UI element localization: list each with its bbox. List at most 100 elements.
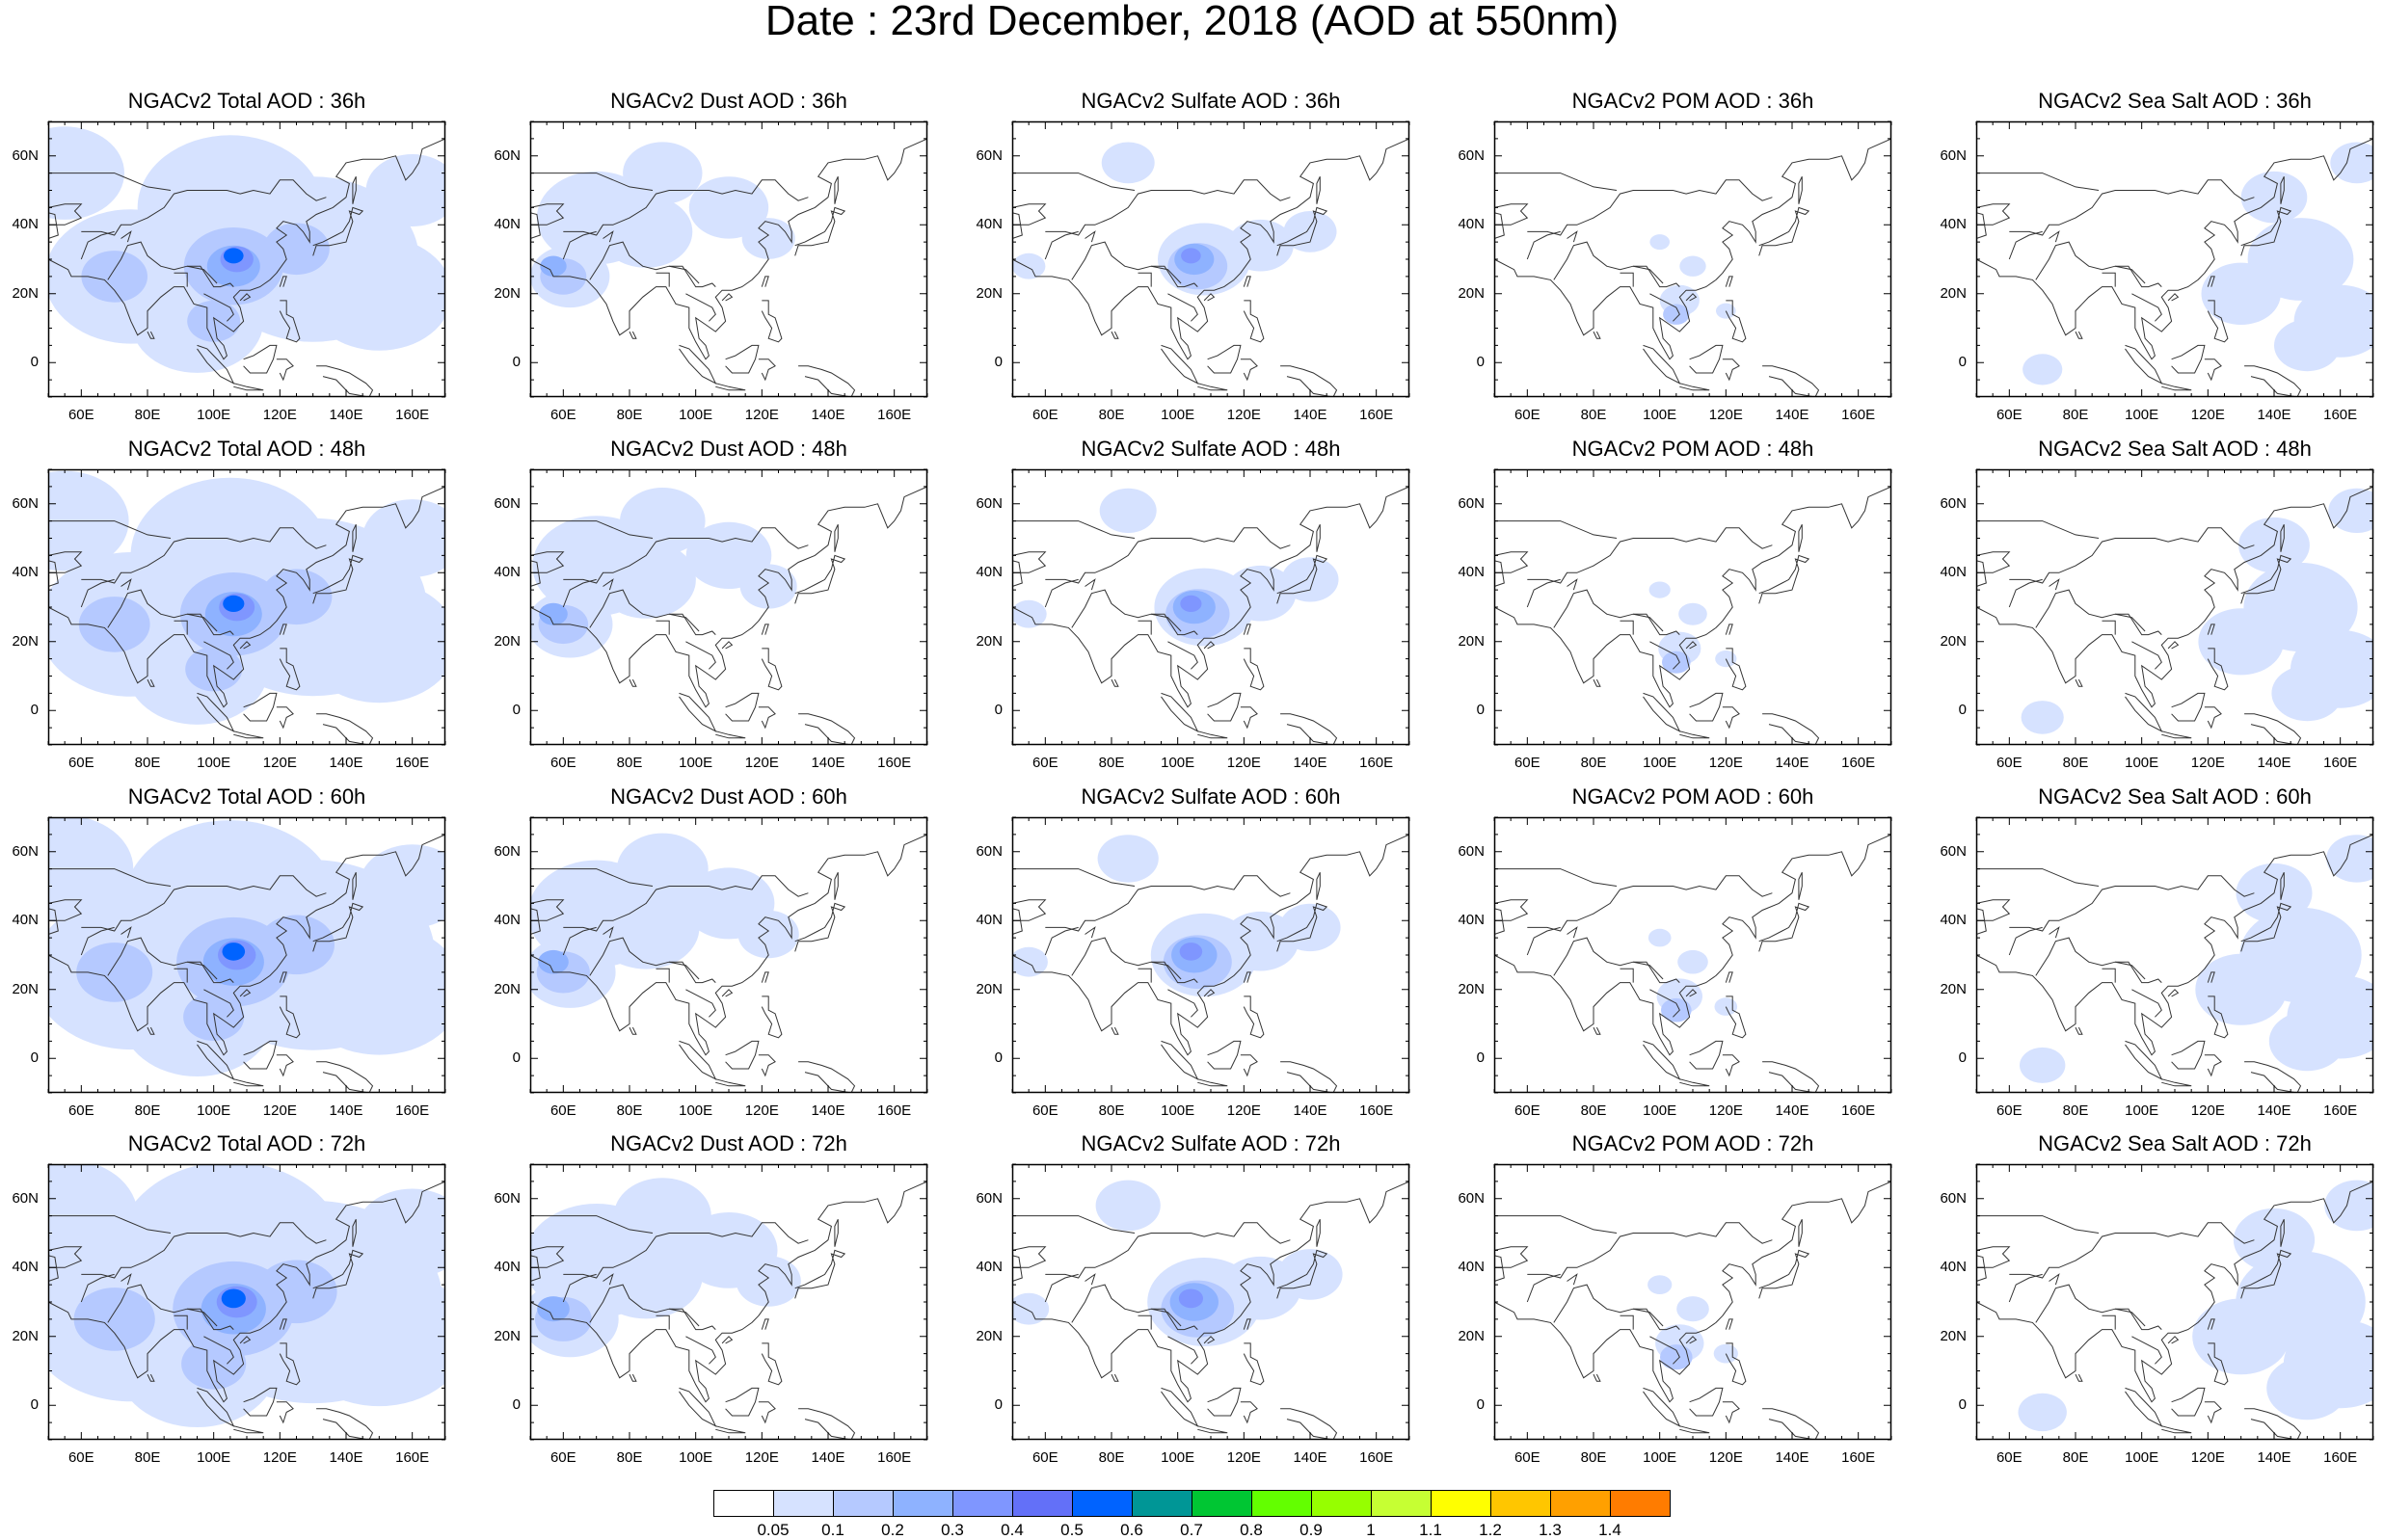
coastline: [1799, 1219, 1802, 1247]
coastline: [1567, 1274, 1577, 1285]
lon-tick-label: 80E: [1087, 407, 1136, 423]
coastline: [2036, 242, 2162, 287]
colorbar-label: 1.3: [1526, 1521, 1574, 1540]
coastline: [1799, 176, 1802, 204]
lon-tick-label: 160E: [2317, 1102, 2365, 1119]
lon-tick-label: 160E: [388, 1449, 437, 1466]
lon-tick-label: 140E: [322, 407, 370, 423]
coastline: [1723, 707, 1739, 728]
lon-tick-label: 100E: [2118, 407, 2166, 423]
coastline: [2244, 366, 2300, 397]
coastline: [726, 345, 759, 373]
map-canvas: [48, 817, 445, 1093]
coastline: [1723, 359, 1739, 380]
lat-tick-label: 20N: [0, 981, 39, 997]
coastline: [2009, 231, 2042, 259]
coastline: [2076, 1027, 2082, 1034]
coastline: [1244, 649, 1264, 690]
coastline: [1494, 487, 1891, 707]
lon-tick-label: 160E: [1835, 1102, 1883, 1119]
lon-tick-label: 160E: [2317, 755, 2365, 771]
colorbar-swatch: [1550, 1490, 1611, 1517]
lat-tick-label: 0: [1446, 702, 1485, 718]
lon-tick-label: 80E: [1087, 1102, 1136, 1119]
coastline: [2126, 345, 2162, 383]
aod-plume: [1180, 596, 1201, 612]
map-canvas: [1494, 817, 1891, 1093]
aod-plume: [2192, 1298, 2290, 1374]
coastline: [2172, 1388, 2205, 1416]
lon-tick-label: 80E: [123, 1102, 172, 1119]
colorbar-label: 0.8: [1227, 1521, 1275, 1540]
lat-tick-label: 0: [482, 354, 521, 370]
coastline: [1138, 1315, 1152, 1329]
panel-title: NGACv2 Sulfate AOD : 72h: [974, 1131, 1448, 1156]
coastline: [759, 1402, 775, 1422]
coastline: [2103, 969, 2116, 982]
lat-tick-label: 20N: [0, 1328, 39, 1344]
map-canvas: [1012, 817, 1409, 1093]
coastline: [1679, 731, 1709, 738]
aod-plume: [1181, 248, 1201, 263]
lon-tick-label: 120E: [255, 755, 304, 771]
lon-tick-label: 60E: [1021, 407, 1069, 423]
lon-tick-label: 80E: [2051, 755, 2100, 771]
map-canvas: [530, 469, 927, 745]
lat-tick-label: 0: [964, 354, 1003, 370]
lat-tick-label: 40N: [482, 216, 521, 232]
lon-tick-label: 160E: [388, 755, 437, 771]
coastline: [629, 1374, 636, 1381]
aod-plume: [2330, 143, 2383, 184]
coastline: [1762, 1409, 1818, 1440]
lon-tick-label: 140E: [1768, 1102, 1816, 1119]
lon-tick-label: 60E: [1503, 1102, 1551, 1119]
lat-tick-label: 40N: [964, 564, 1003, 580]
lat-tick-label: 20N: [1928, 285, 1967, 302]
coastline: [1762, 1062, 1818, 1093]
coastline: [2126, 1041, 2162, 1078]
lon-tick-label: 120E: [255, 1102, 304, 1119]
lat-tick-label: 0: [1928, 1396, 1967, 1413]
coastline: [669, 962, 699, 979]
lat-tick-label: 20N: [964, 981, 1003, 997]
lat-tick-label: 40N: [482, 912, 521, 928]
coastline: [835, 1219, 838, 1247]
coastline: [1045, 927, 1078, 955]
coastline: [2009, 876, 2254, 931]
lon-tick-label: 80E: [1087, 1449, 1136, 1466]
coastline: [1317, 1219, 1320, 1247]
lon-tick-label: 120E: [2183, 1102, 2232, 1119]
coastline: [2168, 642, 2178, 649]
lat-tick-label: 0: [1446, 1049, 1485, 1066]
coastline: [759, 707, 775, 728]
panel-title: NGACv2 Sea Salt AOD : 60h: [1938, 784, 2384, 810]
coastline: [2168, 294, 2178, 301]
lat-tick-label: 20N: [1928, 633, 1967, 650]
map-canvas: [1976, 121, 2373, 397]
lat-tick-label: 40N: [482, 564, 521, 580]
lon-tick-label: 140E: [1286, 755, 1334, 771]
coastline: [680, 1388, 716, 1425]
lon-tick-label: 60E: [1021, 1449, 1069, 1466]
coastline: [759, 1055, 775, 1075]
panel-title: NGACv2 POM AOD : 72h: [1456, 1131, 1930, 1156]
panel-title: NGACv2 Total AOD : 48h: [10, 437, 484, 462]
coastline: [1241, 1055, 1257, 1075]
aod-plume: [2271, 666, 2343, 722]
aod-plume: [187, 301, 240, 342]
coastline: [316, 366, 372, 397]
coastline: [1644, 345, 1680, 383]
coastline: [685, 1337, 715, 1365]
lat-tick-label: 60N: [1928, 843, 1967, 860]
lon-tick-label: 160E: [1353, 1449, 1401, 1466]
lon-tick-label: 60E: [1021, 755, 1069, 771]
coastline: [1244, 996, 1264, 1038]
coastline: [1208, 345, 1241, 373]
coastline: [1527, 1274, 1560, 1302]
lon-tick-label: 100E: [1636, 1449, 1684, 1466]
